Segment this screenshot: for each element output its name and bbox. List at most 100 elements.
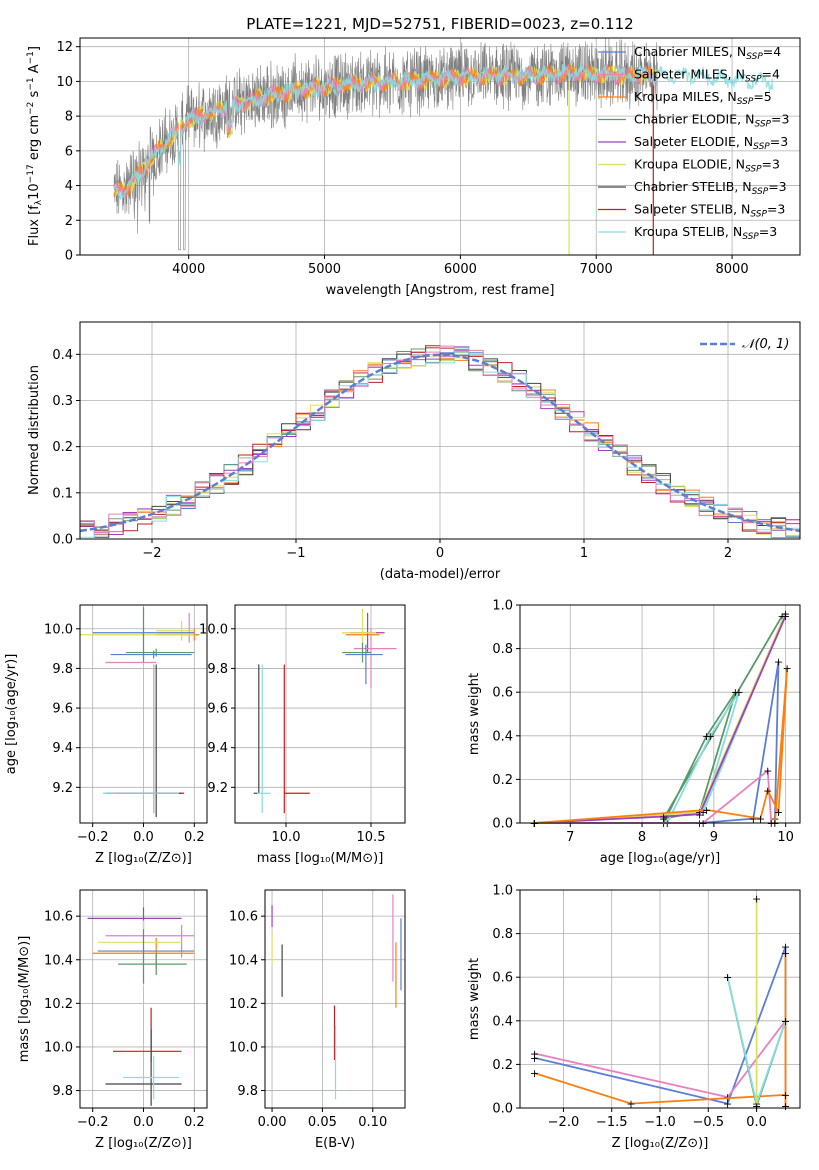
data-marker: + [763,784,772,797]
y-tick-label: 9.8 [207,662,228,677]
data-marker: + [702,804,711,817]
y-tick-label: 10.0 [229,1040,258,1055]
x-tick-label: −0.5 [692,1115,724,1130]
y-tick-label: 0.8 [492,927,513,942]
data-marker: + [731,686,740,699]
data-marker: + [781,1015,790,1028]
spectrum-ylabel: Flux [fλ10−17 erg cm−2 s−1 A−1] [26,46,44,246]
histogram-series [80,345,800,538]
x-tick-label: −2 [142,546,161,561]
data-marker: + [781,1100,790,1113]
y-tick-label: 0.2 [492,1058,513,1073]
x-tick-label: −1 [286,546,305,561]
data-marker: + [530,1048,539,1061]
y-tick-label: 9.6 [207,702,228,717]
legend-entry: Chabrier ELODIE, NSSP=3 [634,112,789,130]
data-marker: + [781,947,790,960]
legend-entry: Chabrier STELIB, NSSP=3 [634,179,787,197]
x-tick-label: 7 [566,830,574,845]
data-marker: + [781,1100,790,1113]
x-tick-label: −0.2 [77,830,109,845]
x-tick-label: 10 [777,830,794,845]
y-tick-label: 0 [65,249,73,264]
data-marker: + [781,610,790,623]
y-tick-label: 0.0 [52,533,73,548]
age-vs-z-panel: −0.2 0.0 0.2 9.2 9.4 9.6 9.8 10.0 Z [log₁₀(Z/Z⊙)… [4,604,208,866]
y-tick-label: 0.4 [52,348,73,363]
data-marker: + [695,808,704,821]
data-marker: + [752,893,761,906]
x-tick-label: 0.2 [184,1115,205,1130]
y-tick-label: 10 [56,75,73,90]
axis-xlabel: mass [log₁₀(M/M⊙)] [257,851,384,866]
y-tick-label: 6 [65,144,73,159]
spectrum-panel: Chabrier MILES, NSSP=4 Salpeter MILES, NS… [26,37,801,298]
mass-weight-series [534,615,787,824]
x-tick-label: 1 [580,546,588,561]
legend-entry: Kroupa ELODIE, NSSP=3 [634,157,780,175]
data-marker: + [777,610,786,623]
normal-curve [79,353,801,533]
y-tick-label: 9.4 [52,741,73,756]
x-tick-label: 0.2 [184,830,205,845]
age-vs-mass-panel: 10.0 10.5 9.2 9.4 9.6 9.8 10.0 mass [log₁₀(M/M⊙… [199,604,406,866]
x-tick-label: 0 [436,546,444,561]
y-tick-label: 0.6 [492,971,513,986]
x-tick-label: 2 [724,546,732,561]
axes-frame [264,889,406,1109]
y-tick-label: 0.4 [492,729,513,744]
data-marker: + [734,686,743,699]
x-tick-label: −2.0 [548,1115,580,1130]
data-marker: + [756,813,765,826]
y-tick-label: 10.0 [44,1040,73,1055]
axes-frame [234,604,406,824]
mass-weight-series [534,668,788,824]
y-tick-label: 0.2 [52,440,73,455]
axis-xlabel: Z [log₁₀(Z/Z⊙)] [95,1136,192,1151]
mass-weight-vs-age-panel: + +++++++ ++++++++++ +++ + ++++ ++++++++++7 8 9 1… [467,599,801,866]
x-tick-label: 5000 [308,262,341,277]
y-tick-label: 8 [65,110,73,125]
axes-frame [519,604,801,824]
y-tick-label: 12 [56,40,73,55]
y-tick-label: 9.4 [207,741,228,756]
legend-entry: Salpeter STELIB, NSSP=3 [634,202,785,220]
data-marker: + [659,810,668,823]
histogram-series [80,347,800,539]
spectrum-axes-frame [79,37,801,256]
data-marker: + [659,813,668,826]
legend-entry: Salpeter MILES, NSSP=4 [634,67,780,85]
residual-histogram-panel: −2 −1 0 1 2 0.0 0.1 0.2 0.3 0.4 𝒩(0, 1) (data-mod… [27,321,801,582]
x-tick-label: 0.00 [258,1115,287,1130]
normal-legend-label: 𝒩(0, 1) [742,337,789,352]
data-marker: + [781,608,790,621]
x-tick-label: 0.0 [133,1115,154,1130]
axis-xlabel: Z [log₁₀(Z/Z⊙)] [95,851,192,866]
x-tick-label: 10.0 [272,830,301,845]
spectrum-xlabel: wavelength [Angstrom, rest frame] [326,283,555,298]
axis-xlabel: E(B-V) [315,1136,355,1151]
x-tick-label: −1.0 [644,1115,676,1130]
data-marker: + [723,971,732,984]
axis-xlabel: Z [log₁₀(Z/Z⊙)] [612,1136,709,1151]
x-tick-label: 7000 [580,262,613,277]
y-tick-label: 4 [65,179,73,194]
mass-weight-series [534,615,783,824]
figure-title: PLATE=1221, MJD=52751, FIBERID=0023, z=0… [246,15,633,33]
x-tick-label: 0.0 [746,1115,767,1130]
legend-entry: Salpeter ELODIE, NSSP=3 [634,134,788,152]
data-marker: + [530,1067,539,1080]
y-tick-label: 9.8 [52,662,73,677]
legend-entry: Kroupa STELIB, NSSP=3 [634,224,777,242]
x-tick-label: −0.2 [77,1115,109,1130]
mass-vs-ebv-panel: 0.00 0.05 0.10 9.8 10.0 10.2 10.4 10.6 E(B-V) [229,889,406,1151]
axis-ylabel: age [log₁₀(age/yr)] [4,654,19,775]
y-tick-label: 0.0 [492,1102,513,1117]
axis-ylabel: mass weight [467,958,482,1040]
data-marker: + [763,765,772,778]
model-spectrum [113,63,774,200]
y-tick-label: 1.0 [492,599,513,614]
y-tick-label: 10.4 [229,953,258,968]
axis-ylabel: mass [log₁₀(M/M⊙)] [17,936,32,1063]
